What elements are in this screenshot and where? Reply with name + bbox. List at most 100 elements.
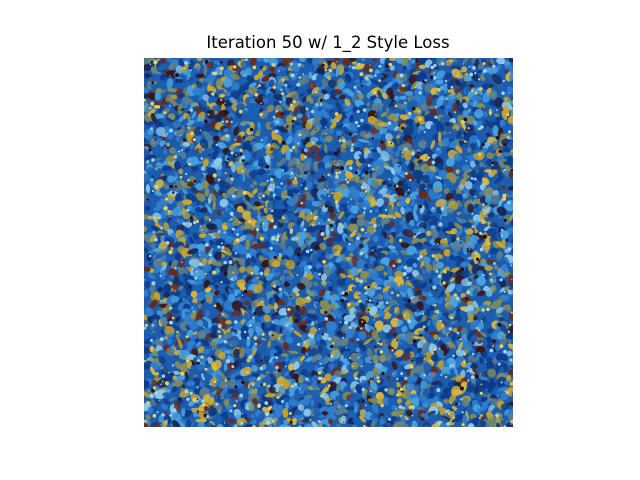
texture-speck: [186, 344, 193, 352]
texture-speck: [329, 273, 338, 281]
texture-highlight: [500, 381, 503, 384]
texture-speck: [254, 315, 262, 323]
texture-highlight: [247, 366, 250, 369]
texture-highlight: [348, 242, 351, 246]
texture-speck: [378, 354, 387, 363]
texture-speck: [195, 73, 206, 79]
texture-speck: [412, 139, 420, 149]
texture-speck: [435, 198, 448, 209]
texture-highlight: [208, 253, 213, 257]
texture-speck: [443, 249, 451, 257]
texture-speck: [230, 155, 236, 163]
texture-speck: [259, 110, 269, 119]
texture-speck: [275, 280, 281, 286]
texture-speck: [282, 342, 290, 351]
texture-speck: [335, 130, 343, 136]
texture-highlight: [507, 247, 512, 252]
texture-speck: [311, 67, 316, 77]
texture-highlight: [401, 151, 404, 154]
texture-highlight: [249, 324, 252, 327]
texture-highlight: [290, 62, 293, 66]
texture-highlight: [265, 412, 269, 416]
texture-speck: [472, 219, 479, 229]
texture-speck: [376, 301, 384, 308]
texture-speck: [248, 82, 257, 89]
texture-speck: [404, 90, 414, 96]
texture-speck: [181, 356, 187, 361]
texture-speck: [391, 370, 398, 378]
texture-speck: [199, 138, 209, 149]
texture-speck: [423, 256, 431, 265]
texture-highlight: [381, 371, 385, 376]
texture-highlight: [160, 383, 162, 386]
texture-highlight: [278, 337, 281, 340]
texture-highlight: [250, 271, 254, 275]
texture-highlight: [260, 102, 262, 105]
texture-highlight: [180, 371, 185, 376]
texture-speck: [372, 367, 380, 378]
texture-highlight: [450, 243, 453, 245]
texture-speck: [319, 339, 327, 346]
texture-speck: [469, 160, 476, 168]
texture-highlight: [151, 281, 156, 286]
texture-highlight: [324, 69, 327, 72]
texture-highlight: [281, 384, 283, 386]
texture-speck: [466, 333, 472, 341]
texture-speck: [407, 287, 414, 300]
texture-highlight: [447, 409, 450, 412]
texture-speck: [219, 181, 231, 190]
texture-highlight: [270, 209, 274, 213]
texture-speck: [459, 212, 466, 218]
texture-highlight: [437, 274, 442, 278]
texture-speck: [376, 293, 384, 300]
texture-speck: [329, 212, 336, 219]
texture-speck: [477, 63, 485, 70]
texture-highlight: [193, 332, 195, 335]
texture-speck: [245, 201, 255, 210]
texture-speck: [493, 74, 503, 83]
texture-highlight: [497, 362, 501, 366]
texture-speck: [310, 151, 315, 160]
texture-speck: [366, 144, 378, 149]
texture-highlight: [224, 172, 227, 175]
texture-speck: [160, 89, 167, 94]
texture-speck: [346, 364, 351, 371]
texture-highlight: [465, 159, 468, 162]
texture-highlight: [508, 257, 510, 260]
texture-highlight: [388, 62, 393, 67]
texture-speck: [291, 188, 300, 194]
texture-highlight: [481, 107, 484, 109]
texture-highlight: [361, 251, 364, 255]
texture-highlight: [296, 142, 300, 145]
texture-highlight: [243, 289, 248, 294]
texture-highlight: [174, 267, 177, 270]
texture-speck: [207, 319, 212, 329]
texture-speck: [264, 347, 272, 355]
texture-highlight: [376, 376, 380, 380]
texture-highlight: [184, 61, 189, 65]
texture-highlight: [409, 178, 412, 182]
texture-svg: [144, 58, 513, 427]
texture-speck: [149, 345, 155, 353]
texture-speck: [462, 353, 469, 359]
texture-speck: [396, 314, 403, 321]
texture-highlight: [467, 127, 470, 130]
texture-speck: [467, 203, 474, 213]
texture-highlight: [192, 138, 196, 142]
texture-speck: [447, 111, 454, 119]
texture-highlight: [270, 219, 274, 223]
texture-speck: [492, 125, 499, 137]
texture-speck: [182, 141, 191, 147]
texture-highlight: [144, 419, 147, 423]
texture-highlight: [293, 382, 298, 387]
texture-highlight: [318, 376, 322, 381]
texture-speck: [387, 245, 396, 250]
texture-highlight: [470, 177, 474, 180]
texture-highlight: [467, 281, 472, 285]
texture-highlight: [445, 238, 448, 240]
texture-speck: [375, 198, 384, 207]
texture-speck: [496, 241, 506, 249]
texture-highlight: [206, 110, 210, 114]
texture-speck: [240, 319, 245, 325]
texture-speck: [166, 347, 176, 357]
